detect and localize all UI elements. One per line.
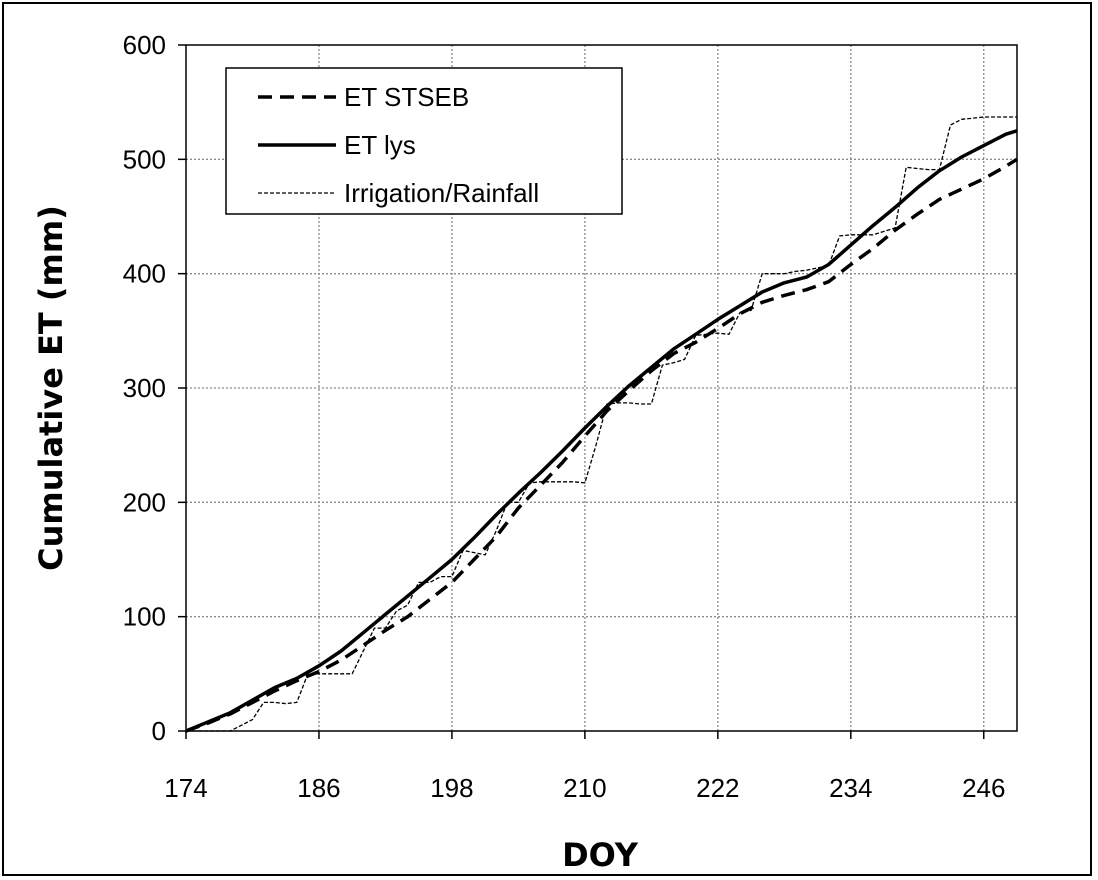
x-tick-label: 222 — [696, 773, 739, 803]
y-tick-label: 100 — [123, 602, 166, 632]
y-tick-label: 0 — [152, 716, 166, 746]
axis-ticks: 0 100 200 300 400 500 600 174 186 198 210 222 234 246 — [123, 30, 1006, 803]
series-line-et-stseb — [185, 157, 1018, 733]
x-tick-label: 186 — [297, 773, 340, 803]
series-layer — [185, 116, 1018, 733]
y-tick-label: 300 — [123, 373, 166, 403]
legend-label: Irrigation/Rainfall — [344, 178, 539, 208]
x-tick-label: 246 — [962, 773, 1005, 803]
series-line-et-lys — [185, 129, 1018, 733]
legend-box — [225, 67, 623, 215]
y-tick-label: 600 — [123, 30, 166, 60]
x-axis-title: DOY — [562, 836, 639, 874]
x-tick-label: 174 — [164, 773, 207, 803]
grid — [186, 45, 1017, 731]
legend: ET STSEB ET lys Irrigation/Rainfall — [225, 67, 623, 215]
x-tick-label: 210 — [563, 773, 606, 803]
legend-label: ET STSEB — [344, 82, 469, 112]
legend-label: ET lys — [344, 130, 416, 160]
x-tick-label: 234 — [829, 773, 872, 803]
y-axis-title: Cumulative ET (mm) — [32, 205, 70, 571]
y-tick-label: 400 — [123, 259, 166, 289]
x-tick-label: 198 — [430, 773, 473, 803]
y-tick-label: 500 — [123, 144, 166, 174]
y-tick-label: 200 — [123, 487, 166, 517]
